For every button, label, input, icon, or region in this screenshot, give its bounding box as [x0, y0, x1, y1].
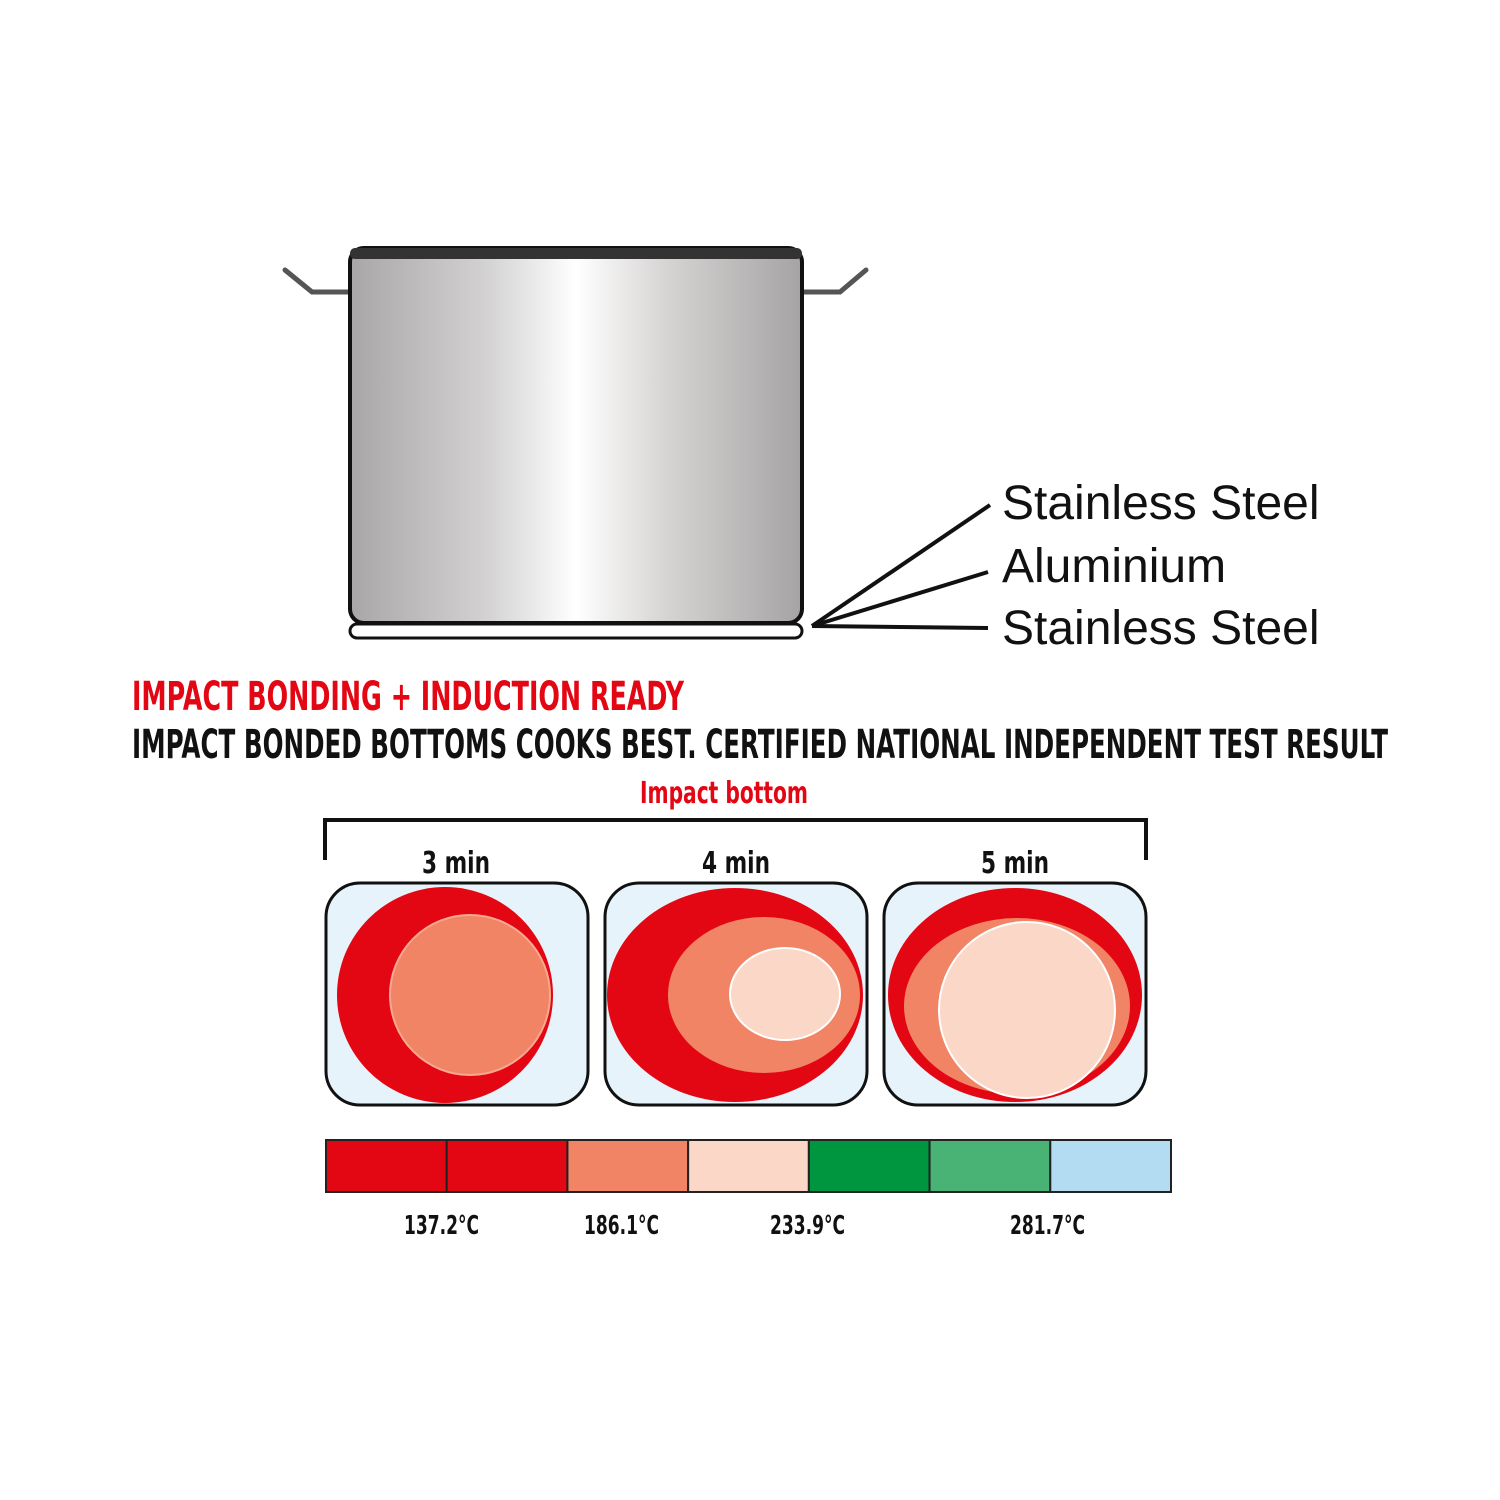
group-bracket [323, 818, 1148, 860]
pot-rim [350, 248, 802, 259]
legend-label-2: 186.1°C [584, 1211, 659, 1241]
legend-swatch [687, 1139, 810, 1193]
layer-label-top: Stainless Steel [1002, 477, 1320, 530]
heat-panel-5min [882, 881, 1148, 1107]
heat-panel-4min [603, 881, 869, 1107]
legend-label-1: 137.2°C [404, 1211, 479, 1241]
layer-callout-lines [810, 503, 992, 630]
layer-label-middle: Aluminium [1002, 540, 1226, 593]
legend-label-4: 281.7°C [1010, 1211, 1085, 1241]
right-handle [800, 267, 869, 295]
layer-label-bottom: Stainless Steel [1002, 602, 1320, 655]
panel-label-5min: 5 min [981, 846, 1049, 881]
heat-zone-pale [729, 947, 841, 1041]
legend-swatch [1049, 1139, 1173, 1193]
legend-swatch [928, 1139, 1052, 1193]
legend-swatch [807, 1139, 931, 1193]
heat-panel-3min [324, 881, 590, 1107]
heat-zone-salmon [389, 914, 551, 1076]
panel-label-3min: 3 min [422, 846, 490, 881]
group-label: Impact bottom [640, 776, 808, 811]
stock-pot-illustration [282, 246, 869, 640]
left-handle [282, 267, 353, 295]
pot-base [348, 622, 804, 640]
pot-body [348, 246, 804, 625]
subheadline: IMPACT BONDED BOTTOMS COOKS BEST. CERTIF… [132, 722, 1388, 768]
panel-label-4min: 4 min [702, 846, 770, 881]
temperature-legend [325, 1139, 1173, 1193]
legend-swatch [325, 1139, 448, 1193]
headline: IMPACT BONDING + INDUCTION READY [132, 674, 685, 720]
legend-label-3: 233.9°C [770, 1211, 845, 1241]
legend-swatch [445, 1139, 569, 1193]
heat-zone-pale [938, 921, 1116, 1099]
legend-swatch [566, 1139, 690, 1193]
